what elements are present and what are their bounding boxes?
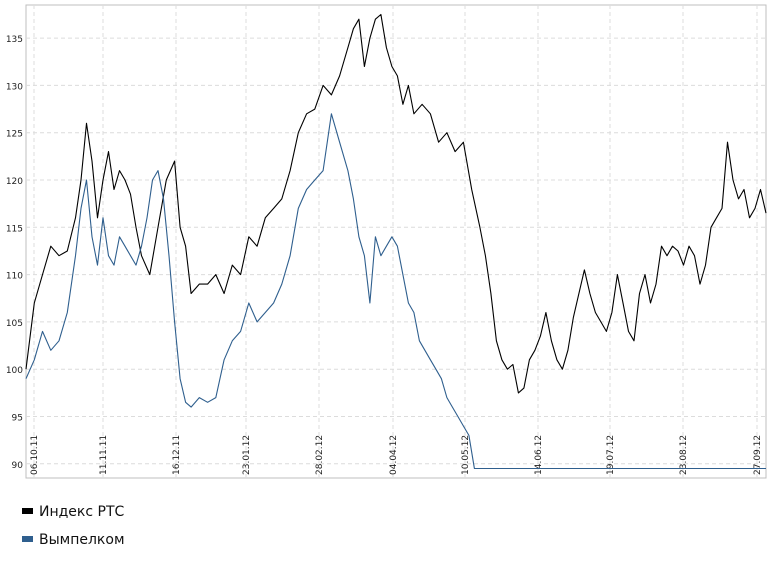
series-line-rts	[25, 13, 767, 394]
legend-label-rts: Индекс РТС	[39, 504, 125, 520]
y-tick-label: 125	[6, 130, 23, 140]
x-tick-label: 14.06.12	[534, 435, 544, 475]
y-tick-label: 100	[6, 366, 23, 376]
y-tick-label: 90	[12, 461, 24, 471]
series-line-vimpelcom	[25, 113, 766, 470]
legend-label-vimpelcom: Вымпелком	[39, 532, 125, 548]
legend-swatch-rts	[22, 508, 33, 514]
y-tick-label: 115	[6, 224, 23, 234]
y-tick-label: 120	[6, 177, 23, 187]
x-tick-label: 16.12.11	[172, 435, 182, 475]
x-tick-label: 19.07.12	[606, 435, 616, 475]
y-tick-label: 105	[6, 319, 23, 329]
x-tick-label: 06.10.11	[30, 435, 40, 475]
plot-area	[25, 4, 767, 479]
x-tick-label: 11.11.11	[99, 435, 109, 475]
x-tick-label: 28.02.12	[315, 435, 325, 475]
y-tick-label: 110	[6, 272, 23, 282]
x-tick-label: 23.01.12	[242, 435, 252, 475]
line-chart: 90 95 100 105 110 115 120 125 130 135 06.10.11 11.1…	[6, 4, 767, 479]
y-tick-label: 130	[6, 82, 23, 92]
legend-item-rts: Индекс РТС	[22, 504, 124, 520]
x-tick-label: 23.08.12	[679, 435, 689, 475]
x-tick-label: 04.04.12	[389, 435, 399, 475]
legend-item-vimpelcom: Вымпелком	[22, 532, 125, 548]
x-tick-label: 10.05.12	[461, 435, 471, 475]
y-tick-label: 135	[6, 35, 23, 45]
x-tick-label: 27.09.12	[753, 435, 763, 475]
legend-swatch-vimpelcom	[22, 536, 33, 542]
y-tick-label: 95	[12, 414, 23, 424]
